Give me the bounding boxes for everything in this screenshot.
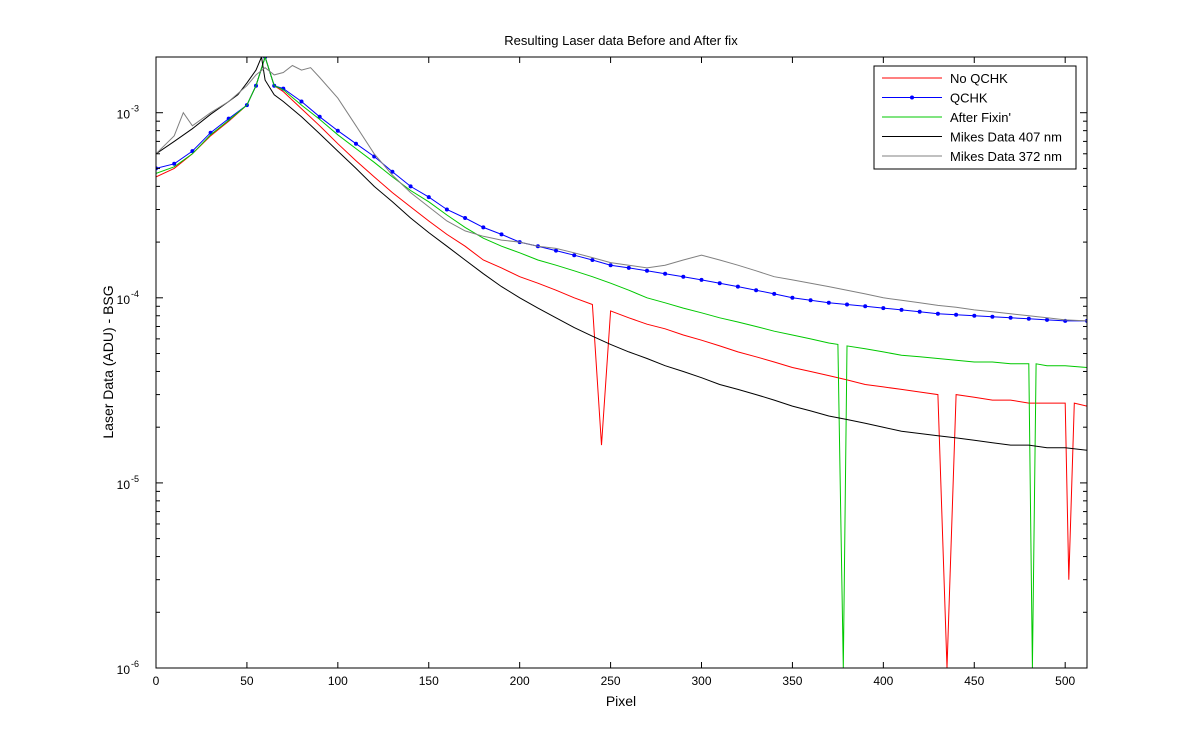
y-tick-exponent: -3 xyxy=(131,104,139,114)
y-tick-base: 10 xyxy=(117,293,131,307)
x-tick-label: 100 xyxy=(328,674,348,688)
series-1-point xyxy=(426,195,431,200)
y-tick-exponent: -5 xyxy=(131,474,139,484)
series-1-point xyxy=(699,277,704,282)
series-line-0 xyxy=(156,57,1087,668)
x-tick-label: 50 xyxy=(240,674,254,688)
y-tick-exponent: -4 xyxy=(131,289,139,299)
legend-label: Mikes Data 372 nm xyxy=(950,149,1062,164)
legend: No QCHK QCHK After Fixin' Mikes Data 407 nm… xyxy=(873,65,1077,170)
chart-title: Resulting Laser data Before and After fi… xyxy=(504,33,738,48)
series-1-point xyxy=(826,300,831,305)
series-1-point xyxy=(335,128,340,133)
series-1-point xyxy=(645,268,649,273)
series-1-point xyxy=(681,274,686,279)
series-1-point xyxy=(663,271,668,276)
y-tick-label: 10 -3 xyxy=(117,104,139,122)
series-1-point xyxy=(317,114,322,119)
series-1-point xyxy=(554,248,558,253)
legend-marker xyxy=(910,95,914,100)
series-1-point xyxy=(499,232,504,237)
y-tick-exponent: -6 xyxy=(131,659,139,669)
series-1-point xyxy=(1026,316,1031,321)
series-1-point xyxy=(608,263,613,268)
series-1-point xyxy=(899,307,904,312)
series-1-point xyxy=(354,141,358,146)
series-1-point xyxy=(808,298,813,303)
x-axis-ticks: 0 50 100 150 200 250 300 350 400 450 500 xyxy=(153,57,1076,688)
plot-area-frame xyxy=(155,56,1088,669)
series-1-point xyxy=(572,253,577,258)
series-1-point xyxy=(990,314,995,319)
y-tick-base: 10 xyxy=(117,108,131,122)
x-axis-label: Pixel xyxy=(606,693,636,709)
y-tick-base: 10 xyxy=(117,663,131,677)
series-1-point xyxy=(463,216,468,220)
series-1-point xyxy=(626,265,631,270)
series-1-point xyxy=(390,169,395,174)
legend-label: After Fixin' xyxy=(950,110,1011,125)
x-tick-label: 350 xyxy=(782,674,802,688)
x-tick-label: 450 xyxy=(964,674,984,688)
x-tick-label: 250 xyxy=(601,674,621,688)
legend-label: Mikes Data 407 nm xyxy=(950,130,1062,145)
series-1-point xyxy=(717,281,722,286)
y-tick-label: 10 -6 xyxy=(117,659,139,677)
series-1-point xyxy=(935,311,940,316)
y-axis-label: Laser Data (ADU) - BSG xyxy=(100,285,116,438)
series-1-point xyxy=(772,291,777,296)
series-layer xyxy=(156,57,1087,668)
series-1-point xyxy=(444,207,449,212)
series-1-point xyxy=(481,225,486,230)
series-1-point xyxy=(408,184,413,189)
series-line-3 xyxy=(156,57,1087,451)
x-tick-label: 200 xyxy=(510,674,530,688)
series-1-point xyxy=(754,288,759,293)
series-1-point xyxy=(590,258,595,262)
series-1-point xyxy=(845,302,849,307)
y-tick-label: 10 -5 xyxy=(117,474,139,492)
series-1-point xyxy=(917,309,922,314)
x-tick-label: 400 xyxy=(873,674,893,688)
x-tick-label: 300 xyxy=(691,674,711,688)
y-axis-ticks: 10-610-510-410-3 xyxy=(117,56,1087,677)
legend-label: No QCHK xyxy=(950,71,1008,86)
y-tick-base: 10 xyxy=(117,478,131,492)
legend-label: QCHK xyxy=(950,91,988,106)
series-1-point xyxy=(863,304,868,309)
series-1-point xyxy=(172,161,177,166)
x-tick-label: 150 xyxy=(419,674,439,688)
series-line-4 xyxy=(156,64,1087,322)
series-1-point xyxy=(954,312,959,317)
y-tick-label: 10 -4 xyxy=(117,289,139,307)
series-line-2 xyxy=(156,57,1087,668)
series-1-point xyxy=(881,306,886,311)
series-1-point xyxy=(1045,317,1049,322)
series-1-point xyxy=(1008,315,1013,320)
x-tick-label: 500 xyxy=(1055,674,1075,688)
series-1-point xyxy=(735,284,740,289)
series-1-point xyxy=(790,295,795,300)
series-1-point xyxy=(972,313,977,318)
series-1-point xyxy=(299,99,304,104)
x-tick-label: 0 xyxy=(153,674,160,688)
